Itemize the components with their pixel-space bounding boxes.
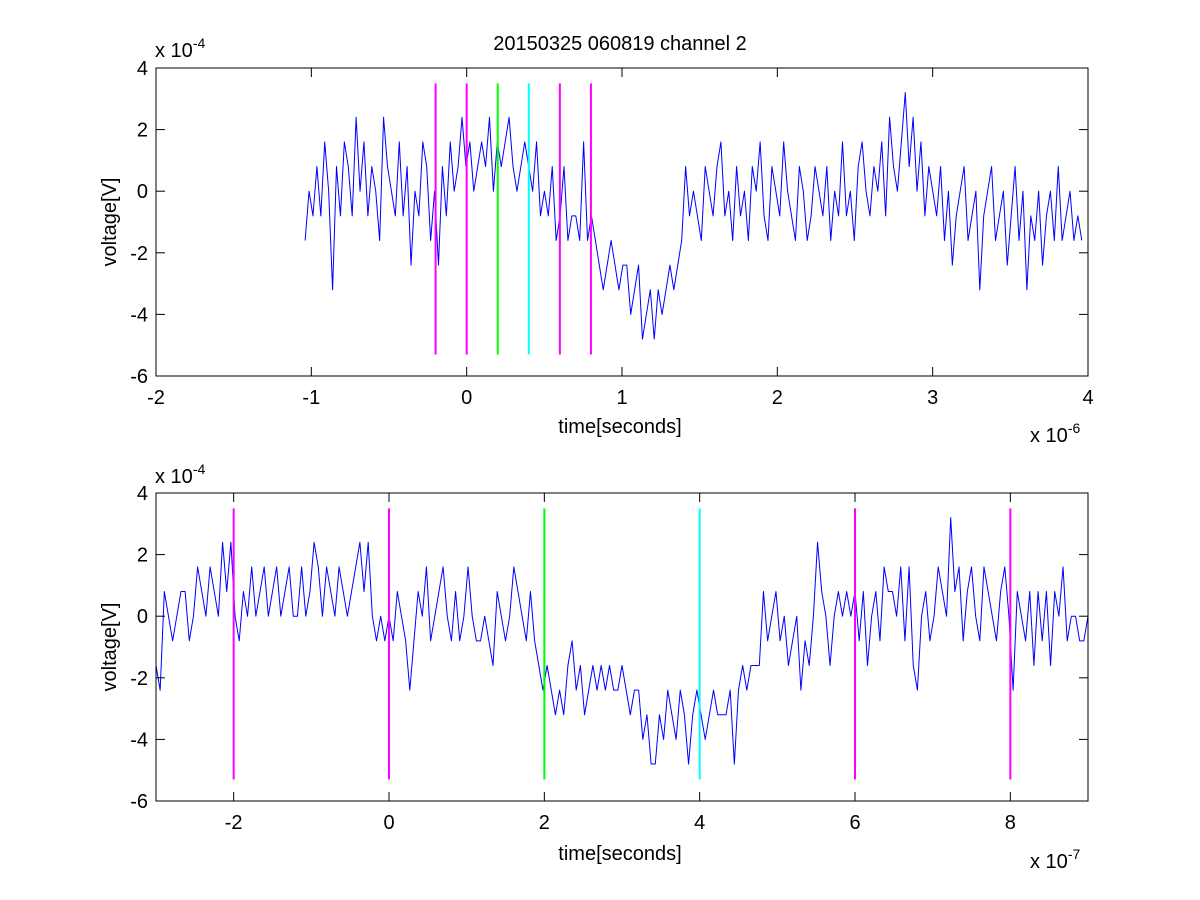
top-y-tick-label: 2 (137, 120, 148, 142)
top-y-tick-label: -6 (130, 366, 148, 388)
top-x-exponent-label: x 10-6 (1030, 420, 1080, 447)
bottom-y-tick-label: -2 (130, 668, 148, 690)
bottom-signal-layer (155, 517, 1089, 765)
top-tick-layer: -2 -1 0 1 2 3 4 -6 -4 -2 0 2 4 (130, 58, 1093, 409)
top-y-tick-label: -2 (130, 243, 148, 265)
bottom-x-tick-label: 0 (383, 812, 394, 834)
top-x-tick-label: 4 (1082, 387, 1093, 409)
bottom-x-tick-label: 6 (849, 812, 860, 834)
top-x-exponent-power: -6 (1068, 420, 1081, 436)
top-x-axis-label: time[seconds] (558, 416, 681, 438)
bottom-y-tick-label: 0 (137, 606, 148, 628)
top-y-tick-label: 0 (137, 181, 148, 203)
bottom-axes-box (155, 492, 1089, 802)
bottom-signal-line (155, 517, 1089, 765)
bottom-x-axis-label: time[seconds] (558, 843, 681, 865)
top-signal-line (304, 92, 1083, 340)
top-marker-layer (434, 83, 592, 355)
top-signal-layer (304, 92, 1083, 340)
top-x-exponent-base: x 10 (1030, 425, 1068, 447)
top-y-tick-label: 4 (137, 58, 148, 80)
top-y-exponent-label: x 10-4 (155, 35, 205, 62)
bottom-y-tick-label: -4 (130, 729, 148, 751)
bottom-x-exponent-label: x 10-7 (1030, 846, 1080, 873)
top-y-tick-label: -4 (130, 304, 148, 326)
top-y-axis-label: voltage[V] (99, 178, 121, 267)
top-x-tick-label: 1 (616, 387, 627, 409)
top-y-exponent-base: x 10 (155, 40, 193, 62)
bottom-y-exponent-base: x 10 (155, 466, 193, 488)
figure-title: 20150325 060819 channel 2 (493, 33, 747, 55)
bottom-x-tick-label: 4 (694, 812, 705, 834)
bottom-y-axis-label: voltage[V] (99, 603, 121, 692)
top-x-tick-label: 3 (927, 387, 938, 409)
top-y-exponent-power: -4 (193, 35, 206, 51)
bottom-y-exponent-label: x 10-4 (155, 461, 205, 488)
bottom-x-tick-label: -2 (225, 812, 243, 834)
bottom-y-tick-label: 2 (137, 545, 148, 567)
top-x-tick-label: 2 (772, 387, 783, 409)
top-x-tick-label: -1 (302, 387, 320, 409)
bottom-tick-layer: -2 0 2 4 6 8 -6 -4 -2 0 2 4 (130, 483, 1088, 834)
bottom-y-tick-label: -6 (130, 791, 148, 813)
bottom-x-tick-label: 2 (539, 812, 550, 834)
bottom-x-exponent-base: x 10 (1030, 851, 1068, 873)
bottom-x-exponent-power: -7 (1068, 846, 1081, 862)
top-x-tick-label: -2 (147, 387, 165, 409)
top-x-tick-label: 0 (461, 387, 472, 409)
bottom-y-tick-label: 4 (137, 483, 148, 505)
bottom-y-exponent-power: -4 (193, 461, 206, 477)
bottom-x-tick-label: 8 (1005, 812, 1016, 834)
bottom-axes: -2 0 2 4 6 8 -6 -4 -2 0 2 4 time[seconds] voltage[V… (99, 461, 1089, 873)
bottom-marker-layer (232, 508, 1012, 780)
